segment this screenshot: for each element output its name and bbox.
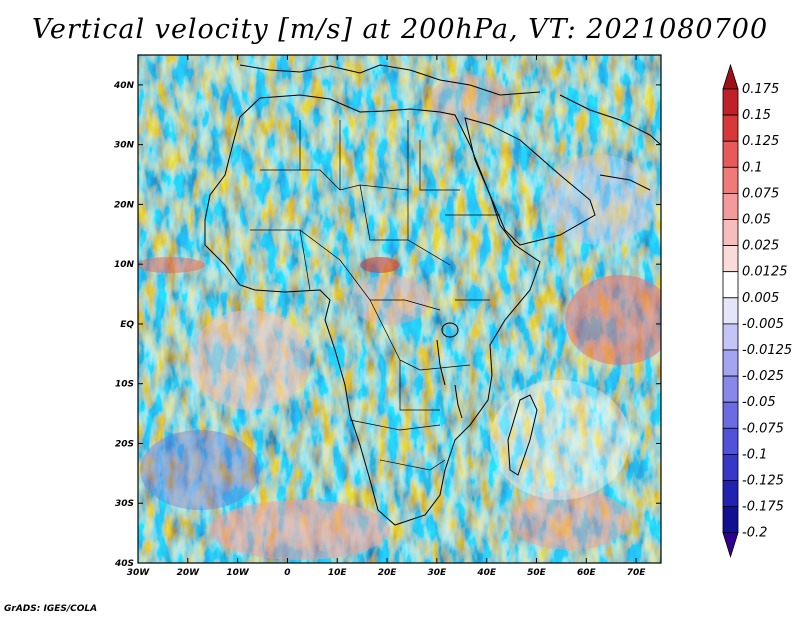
- colorbar-label: -0.075: [742, 421, 784, 436]
- x-tick-label: 20W: [177, 568, 201, 578]
- positive-patch: [210, 500, 390, 560]
- positive-patch: [360, 257, 400, 273]
- colorbar-box: [722, 427, 739, 455]
- lake-victoria: [441, 322, 459, 338]
- colorbar-label: 0.1: [742, 160, 763, 175]
- colorbar-box: [722, 506, 739, 534]
- negative-patch: [140, 430, 260, 510]
- colorbar-box: [722, 88, 739, 116]
- colorbar-label: -0.005: [742, 317, 784, 332]
- colorbar-label: 0.025: [742, 239, 779, 254]
- chart-title: Vertical velocity [m/s] at 200hPa, VT: 2…: [31, 14, 769, 45]
- colorbar-label: 0.05: [742, 213, 771, 228]
- colorbar-label: -0.2: [742, 526, 767, 541]
- y-tick-label: 10S: [115, 380, 134, 390]
- x-tick-label: 70E: [627, 568, 647, 578]
- negative-patch: [490, 380, 630, 500]
- x-tick-label: 10W: [226, 568, 250, 578]
- madagascar: [507, 394, 538, 476]
- colorbar-box: [722, 297, 739, 325]
- lake-tanganyika: [436, 339, 446, 386]
- colorbar-box: [722, 219, 739, 247]
- y-tick-label: 20S: [115, 439, 134, 449]
- colorbar-label: -0.0125: [742, 343, 792, 358]
- coastlines: [204, 64, 661, 526]
- x-tick-label: 40E: [476, 568, 497, 578]
- colorbar-box: [722, 453, 739, 481]
- colorbar-box: [722, 271, 739, 299]
- colorbar-label: 0.0125: [742, 265, 788, 280]
- y-tick-label: 30S: [115, 499, 134, 509]
- positive-patch: [430, 75, 510, 125]
- positive-patch: [565, 275, 661, 365]
- positive-patch: [138, 257, 205, 273]
- colorbar-box: [722, 401, 739, 429]
- y-tick-label: 20N: [114, 200, 135, 210]
- colorbar-label: -0.1: [742, 447, 767, 462]
- footer-credit: GrADS: IGES/COLA: [4, 604, 98, 614]
- x-tick-label: 30E: [428, 568, 448, 578]
- colorbar-box: [722, 140, 739, 168]
- x-tick-label: 0: [284, 568, 290, 578]
- asia-coast: [559, 94, 661, 191]
- x-tick-label: 10E: [328, 568, 348, 578]
- colorbar-box: [722, 323, 739, 351]
- colorbar-box: [722, 375, 739, 403]
- y-tick-label: EQ: [120, 320, 134, 330]
- colorbar-box: [722, 245, 739, 273]
- colorbar-label: -0.175: [742, 500, 784, 515]
- colorbar-label: 0.175: [742, 82, 779, 97]
- y-tick-label: 40N: [113, 81, 135, 91]
- arabian-peninsula: [464, 117, 596, 246]
- lakes: [436, 322, 463, 419]
- x-tick-label: 60E: [577, 568, 597, 578]
- negative-patch: [545, 155, 655, 245]
- y-axis: 40N 30N 20N 10N EQ 10S 20S 30S 40S: [113, 81, 661, 569]
- colorbar-label: 0.075: [742, 186, 779, 201]
- map-frame: [137, 54, 662, 564]
- y-tick-label: 30N: [114, 141, 135, 151]
- colorbar-label: -0.025: [742, 369, 784, 384]
- x-tick-label: 50E: [527, 568, 547, 578]
- colorbar-box: [722, 114, 739, 142]
- colorbar-box: [722, 166, 739, 194]
- x-tick-label: 20E: [378, 568, 398, 578]
- lake-malawi: [454, 384, 463, 419]
- x-tick-label: 30W: [127, 568, 151, 578]
- colorbar-label: 0.005: [742, 291, 779, 306]
- colorbar-label: -0.05: [742, 395, 776, 410]
- colorbar-box: [722, 480, 739, 508]
- colorbar-label: 0.125: [742, 134, 779, 149]
- borders: [250, 120, 500, 471]
- country-border: [250, 120, 500, 471]
- positive-patch: [510, 490, 630, 550]
- colorbar-label: -0.125: [742, 474, 784, 489]
- colorbar-box: [722, 192, 739, 220]
- field-patches: [138, 75, 661, 560]
- map-area: [138, 55, 661, 563]
- africa-coastline: [204, 94, 541, 526]
- positive-patch: [190, 310, 310, 410]
- x-axis: 30W 20W 10W 0 10E 20E 30E 40E 50E 60E 70E: [127, 55, 647, 578]
- colorbar-box: [722, 349, 739, 377]
- europe-coast: [239, 64, 541, 96]
- y-tick-label: 40S: [114, 559, 134, 569]
- colorbar: 0.175 0.15 0.125 0.1 0.075 0.05 0.025 0.0125 0.0…: [722, 63, 792, 559]
- colorbar-label: 0.15: [742, 108, 771, 123]
- colorbar-top-arrow: [722, 63, 739, 90]
- colorbar-bottom-arrow: [722, 532, 739, 559]
- y-tick-label: 10N: [114, 260, 135, 270]
